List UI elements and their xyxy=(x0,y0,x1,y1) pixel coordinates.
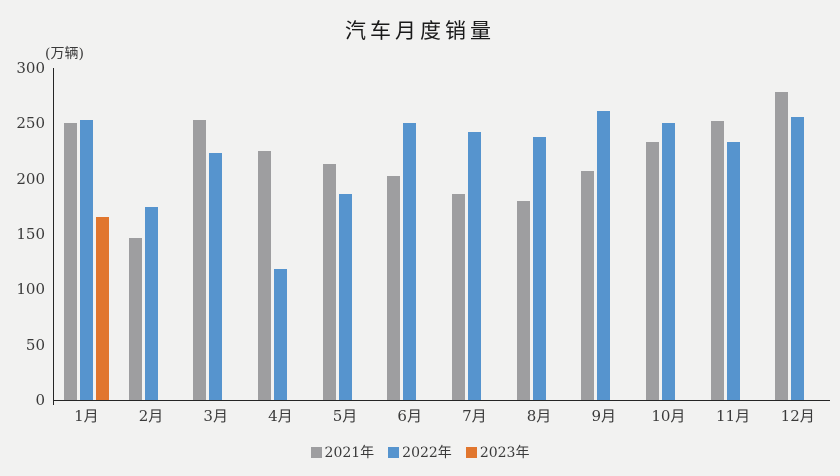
x-axis-label-10月: 10月 xyxy=(651,407,686,425)
x-axis-label-3月: 3月 xyxy=(203,407,228,425)
month-group-4月: 4月 xyxy=(248,68,313,425)
y-axis-tick-label-100: 100 xyxy=(16,280,45,299)
bar-2021年-10月 xyxy=(645,142,659,400)
bar-2021年-1月 xyxy=(63,123,77,400)
legend-item-2021年: 2021年 xyxy=(310,442,375,462)
y-axis-tick-label-300: 300 xyxy=(16,59,45,77)
bar-2021年-4月 xyxy=(257,151,271,400)
legend-swatch-icon xyxy=(388,446,400,458)
month-group-1月: 1月 xyxy=(54,68,119,425)
bar-2022年-7月 xyxy=(467,132,481,400)
bar-2021年-12月 xyxy=(775,92,789,400)
y-axis-tick-labels: 0 50 100 150 200 250 300 xyxy=(0,59,45,409)
x-axis-label-4月: 4月 xyxy=(268,407,293,425)
legend-item-2023年: 2023年 xyxy=(465,442,530,462)
x-axis-label-11月: 11月 xyxy=(716,407,751,425)
legend-label: 2022年 xyxy=(402,445,452,461)
x-axis-label-7月: 7月 xyxy=(462,407,487,425)
y-axis-tick-label-50: 50 xyxy=(25,335,45,354)
bar-2021年-8月 xyxy=(516,200,530,400)
y-axis-tick-label-150: 150 xyxy=(16,225,45,243)
y-axis-tick-label-200: 200 xyxy=(16,169,45,188)
bar-2022年-6月 xyxy=(403,123,417,400)
x-axis-label-1月: 1月 xyxy=(74,407,99,425)
bar-2022年-4月 xyxy=(273,269,287,400)
bar-2022年-1月 xyxy=(79,120,93,400)
bar-2021年-2月 xyxy=(128,238,142,400)
legend-label: 2021年 xyxy=(324,445,375,461)
bar-2022年-8月 xyxy=(532,136,546,400)
month-group-12月: 12月 xyxy=(765,68,830,425)
x-axis-label-8月: 8月 xyxy=(526,407,552,425)
month-group-2月: 2月 xyxy=(119,68,184,425)
x-axis-label-2月: 2月 xyxy=(138,407,164,425)
legend: 2021年 2022年 2023年 xyxy=(0,442,840,462)
bar-2021年-9月 xyxy=(581,170,595,400)
month-group-9月: 9月 xyxy=(571,68,636,425)
bar-2022年-10月 xyxy=(661,123,675,400)
y-axis-tick-label-0: 0 xyxy=(35,391,45,409)
plot-area: 1月 2月 3月 4月 5月 6月 7月 8月 9月 10月 11月 12月 xyxy=(54,68,830,425)
x-axis-line xyxy=(53,400,830,401)
month-group-7月: 7月 xyxy=(442,68,507,425)
bar-2021年-3月 xyxy=(193,120,207,400)
bar-2022年-3月 xyxy=(209,153,223,400)
bar-2023年-1月 xyxy=(95,217,109,400)
month-group-11月: 11月 xyxy=(701,68,766,425)
month-group-10月: 10月 xyxy=(636,68,701,425)
y-axis-line xyxy=(53,68,54,405)
month-group-8月: 8月 xyxy=(507,68,572,425)
bar-2021年-6月 xyxy=(387,176,401,400)
x-axis-label-5月: 5月 xyxy=(332,407,358,425)
bar-2022年-2月 xyxy=(144,207,158,400)
month-group-6月: 6月 xyxy=(377,68,442,425)
x-axis-label-6月: 6月 xyxy=(397,407,422,425)
bar-2022年-5月 xyxy=(338,194,352,400)
x-axis-label-12月: 12月 xyxy=(780,407,815,425)
bar-2022年-12月 xyxy=(791,116,805,400)
legend-item-2022年: 2022年 xyxy=(388,442,452,462)
legend-swatch-icon xyxy=(310,446,322,458)
legend-label: 2023年 xyxy=(479,445,530,461)
month-group-3月: 3月 xyxy=(183,68,248,425)
month-group-5月: 5月 xyxy=(313,68,378,425)
y-axis-tick-label-250: 250 xyxy=(16,114,45,133)
bar-2022年-9月 xyxy=(597,111,611,400)
bar-2021年-7月 xyxy=(451,194,465,400)
bar-2021年-11月 xyxy=(710,121,724,400)
legend-swatch-icon xyxy=(465,446,477,458)
bar-2021年-5月 xyxy=(322,164,336,400)
bar-2022年-11月 xyxy=(726,142,740,400)
x-axis-label-9月: 9月 xyxy=(591,407,616,425)
chart-title: 汽车月度销量 xyxy=(345,19,495,43)
y-axis-unit-label: (万辆) xyxy=(45,46,84,62)
